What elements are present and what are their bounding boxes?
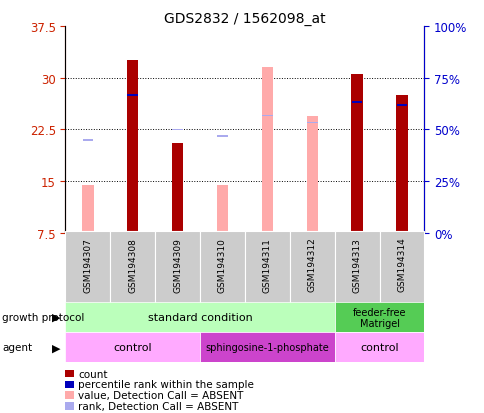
FancyBboxPatch shape	[334, 231, 378, 304]
Text: feeder-free
Matrigel: feeder-free Matrigel	[352, 307, 406, 328]
Text: GSM194311: GSM194311	[262, 237, 272, 292]
Text: percentile rank within the sample: percentile rank within the sample	[78, 380, 254, 389]
Bar	[261, 116, 272, 117]
Text: standard condition: standard condition	[148, 313, 252, 323]
FancyBboxPatch shape	[378, 231, 424, 304]
Bar	[217, 136, 227, 138]
Text: value, Detection Call = ABSENT: value, Detection Call = ABSENT	[78, 390, 243, 400]
Bar	[306, 122, 317, 124]
FancyBboxPatch shape	[244, 231, 289, 304]
Text: GSM194314: GSM194314	[396, 237, 406, 292]
Bar	[396, 105, 407, 107]
FancyBboxPatch shape	[334, 303, 424, 332]
Bar	[395, 96, 407, 233]
FancyBboxPatch shape	[200, 231, 244, 304]
Bar	[216, 185, 227, 233]
Text: GSM194307: GSM194307	[83, 237, 92, 292]
Text: GSM194313: GSM194313	[352, 237, 361, 292]
Text: sphingosine-1-phosphate: sphingosine-1-phosphate	[205, 342, 329, 352]
Bar	[172, 144, 183, 233]
Bar	[351, 102, 362, 103]
Bar	[351, 75, 362, 233]
FancyBboxPatch shape	[334, 332, 424, 362]
Text: count: count	[78, 369, 107, 379]
FancyBboxPatch shape	[155, 231, 200, 304]
Bar	[127, 95, 138, 97]
Text: GSM194308: GSM194308	[128, 237, 137, 292]
Text: agent: agent	[2, 342, 32, 352]
Title: GDS2832 / 1562098_at: GDS2832 / 1562098_at	[164, 12, 325, 26]
FancyBboxPatch shape	[65, 303, 334, 332]
Bar	[82, 185, 93, 233]
Text: ▶: ▶	[51, 312, 60, 322]
Text: control: control	[360, 342, 398, 352]
FancyBboxPatch shape	[110, 231, 155, 304]
FancyBboxPatch shape	[289, 231, 334, 304]
Text: rank, Detection Call = ABSENT: rank, Detection Call = ABSENT	[78, 401, 238, 411]
Text: growth protocol: growth protocol	[2, 312, 85, 322]
Text: GSM194310: GSM194310	[217, 237, 227, 292]
FancyBboxPatch shape	[65, 332, 200, 362]
Bar	[172, 129, 182, 131]
Bar	[261, 68, 272, 233]
Text: ▶: ▶	[51, 342, 60, 352]
FancyBboxPatch shape	[65, 231, 110, 304]
Bar	[306, 116, 317, 233]
Bar	[127, 61, 138, 233]
Text: GSM194312: GSM194312	[307, 237, 316, 292]
FancyBboxPatch shape	[200, 332, 334, 362]
Text: control: control	[113, 342, 152, 352]
Bar	[82, 140, 93, 141]
Text: GSM194309: GSM194309	[173, 237, 182, 292]
